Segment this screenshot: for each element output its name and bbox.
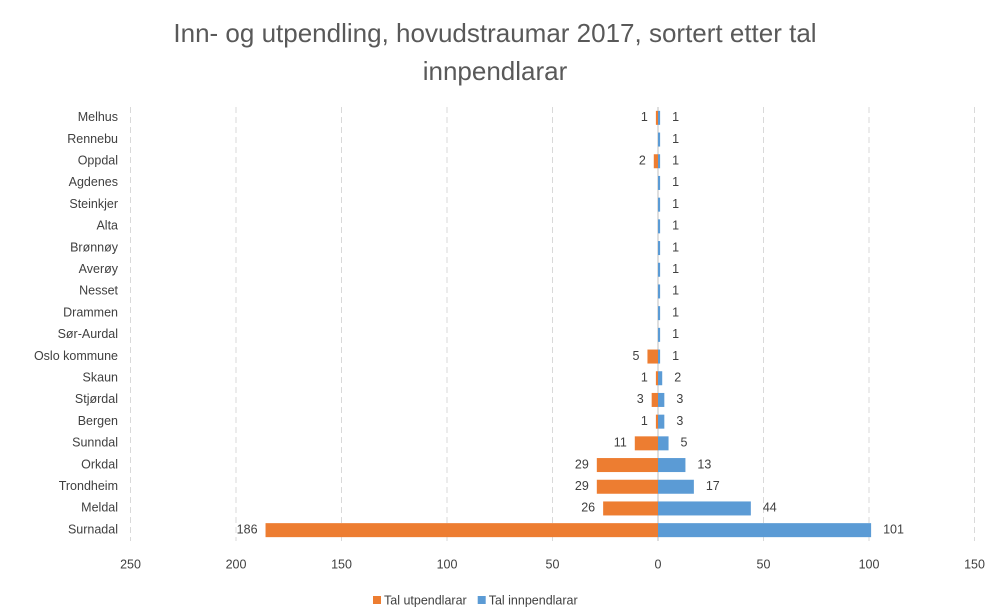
y-tick-label: Rennebu — [67, 132, 118, 146]
x-tick-label: 150 — [964, 557, 985, 571]
legend-label: Tal innpendlarar — [489, 593, 578, 607]
bar — [658, 327, 661, 342]
bar — [603, 501, 658, 516]
bar — [658, 479, 694, 494]
legend-swatch — [477, 596, 486, 604]
bar — [658, 110, 661, 125]
bar — [647, 349, 658, 364]
bar — [596, 479, 658, 494]
bar — [658, 349, 661, 364]
y-tick-label: Steinkjer — [69, 197, 118, 211]
x-tick-label: 50 — [546, 557, 560, 571]
bar — [658, 414, 665, 429]
bar — [658, 175, 661, 190]
legend-label: Tal utpendlarar — [384, 593, 467, 607]
bar — [658, 241, 661, 256]
bar — [658, 392, 665, 407]
data-label: 5 — [632, 349, 639, 363]
data-label: 1 — [641, 414, 648, 428]
x-tick-label: 100 — [437, 557, 458, 571]
data-label: 5 — [681, 436, 688, 450]
data-label: 1 — [672, 219, 679, 233]
x-tick-label: 250 — [120, 557, 141, 571]
bar — [658, 501, 751, 516]
y-tick-label: Agdenes — [69, 175, 118, 189]
y-tick-label: Oslo kommune — [34, 349, 118, 363]
y-tick-label: Oppdal — [78, 154, 118, 168]
data-label: 44 — [763, 501, 777, 515]
data-label: 1 — [672, 197, 679, 211]
bar — [658, 132, 661, 147]
y-tick-label: Bergen — [78, 414, 118, 428]
data-label: 1 — [672, 175, 679, 189]
bar — [651, 392, 658, 407]
x-tick-label: 50 — [757, 557, 771, 571]
data-label: 1 — [672, 284, 679, 298]
data-label: 29 — [575, 457, 589, 471]
data-label: 1 — [672, 240, 679, 254]
data-label: 1 — [672, 262, 679, 276]
data-label: 17 — [706, 479, 720, 493]
bar — [658, 306, 661, 321]
data-label: 1 — [672, 132, 679, 146]
bar — [658, 458, 686, 473]
y-tick-label: Trondheim — [59, 479, 118, 493]
bar — [658, 219, 661, 234]
data-label: 1 — [641, 110, 648, 124]
chart-title: Inn- og utpendling, hovudstraumar 2017, … — [173, 18, 817, 86]
x-tick-label: 200 — [226, 557, 247, 571]
bar — [658, 523, 872, 538]
bar — [658, 371, 663, 386]
y-tick-label: Meldal — [81, 501, 118, 515]
x-tick-label: 0 — [655, 557, 662, 571]
y-tick-label: Skaun — [83, 371, 118, 385]
y-tick-label: Alta — [96, 219, 118, 233]
data-label: 2 — [639, 154, 646, 168]
y-tick-label: Melhus — [78, 110, 118, 124]
data-label: 1 — [641, 371, 648, 385]
bar — [658, 284, 661, 299]
bar — [655, 414, 658, 429]
data-label: 1 — [672, 154, 679, 168]
data-label: 11 — [614, 436, 627, 450]
data-label: 1 — [672, 327, 679, 341]
y-tick-label: Drammen — [63, 305, 118, 319]
data-label: 26 — [581, 501, 595, 515]
bar — [658, 154, 661, 169]
bar — [655, 371, 658, 386]
bar — [658, 436, 669, 451]
data-label: 2 — [674, 371, 681, 385]
data-label: 3 — [676, 414, 683, 428]
y-tick-label: Nesset — [79, 284, 118, 298]
data-label: 3 — [637, 392, 644, 406]
bar — [596, 458, 658, 473]
bar — [655, 110, 658, 125]
y-tick-label: Stjørdal — [75, 392, 118, 406]
bar — [265, 523, 658, 538]
legend-swatch — [373, 596, 381, 604]
bar — [658, 262, 661, 277]
data-label: 13 — [697, 457, 711, 471]
data-label: 101 — [883, 522, 904, 536]
y-tick-label: Brønnøy — [70, 240, 119, 254]
data-label: 29 — [575, 479, 589, 493]
x-tick-label: 100 — [859, 557, 880, 571]
y-tick-label: Sør-Aurdal — [58, 327, 118, 341]
data-label: 1 — [672, 305, 679, 319]
data-label: 1 — [672, 110, 679, 124]
bar — [653, 154, 658, 169]
x-tick-label: 150 — [331, 557, 352, 571]
data-label: 1 — [672, 349, 679, 363]
y-tick-label: Orkdal — [81, 457, 118, 471]
data-label: 3 — [676, 392, 683, 406]
bar — [634, 436, 658, 451]
y-tick-label: Averøy — [79, 262, 119, 276]
data-label: 186 — [237, 522, 258, 536]
y-tick-label: Sunndal — [72, 436, 118, 450]
y-tick-label: Surnadal — [68, 522, 118, 536]
bar — [658, 197, 661, 212]
